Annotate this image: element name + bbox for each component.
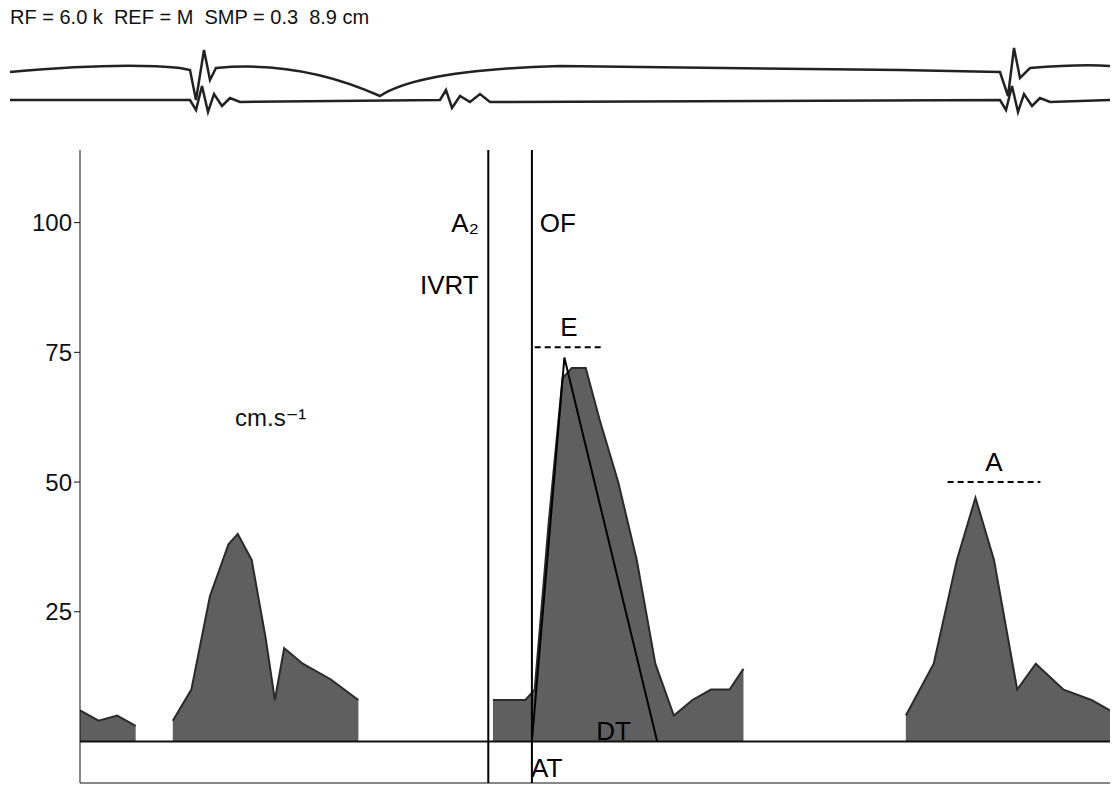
svg-text:E: E [560, 312, 577, 342]
svg-text:DT: DT [596, 716, 631, 746]
svg-text:100: 100 [32, 209, 72, 236]
svg-text:OF: OF [540, 208, 576, 238]
html-text:cm.s⁻¹: cm.s⁻¹ [235, 404, 307, 431]
svg-text:AT: AT [531, 753, 562, 783]
html-text:RF = 6.0 k REF = M SMP = 0.3 8: RF = 6.0 k REF = M SMP = 0.3 8.9 cm [10, 6, 370, 28]
svg-text:A₂: A₂ [451, 208, 478, 238]
svg-text:50: 50 [45, 469, 72, 496]
svg-text:A: A [985, 447, 1003, 477]
svg-text:IVRT: IVRT [420, 270, 479, 300]
svg-text:75: 75 [45, 339, 72, 366]
svg-text:25: 25 [45, 598, 72, 625]
